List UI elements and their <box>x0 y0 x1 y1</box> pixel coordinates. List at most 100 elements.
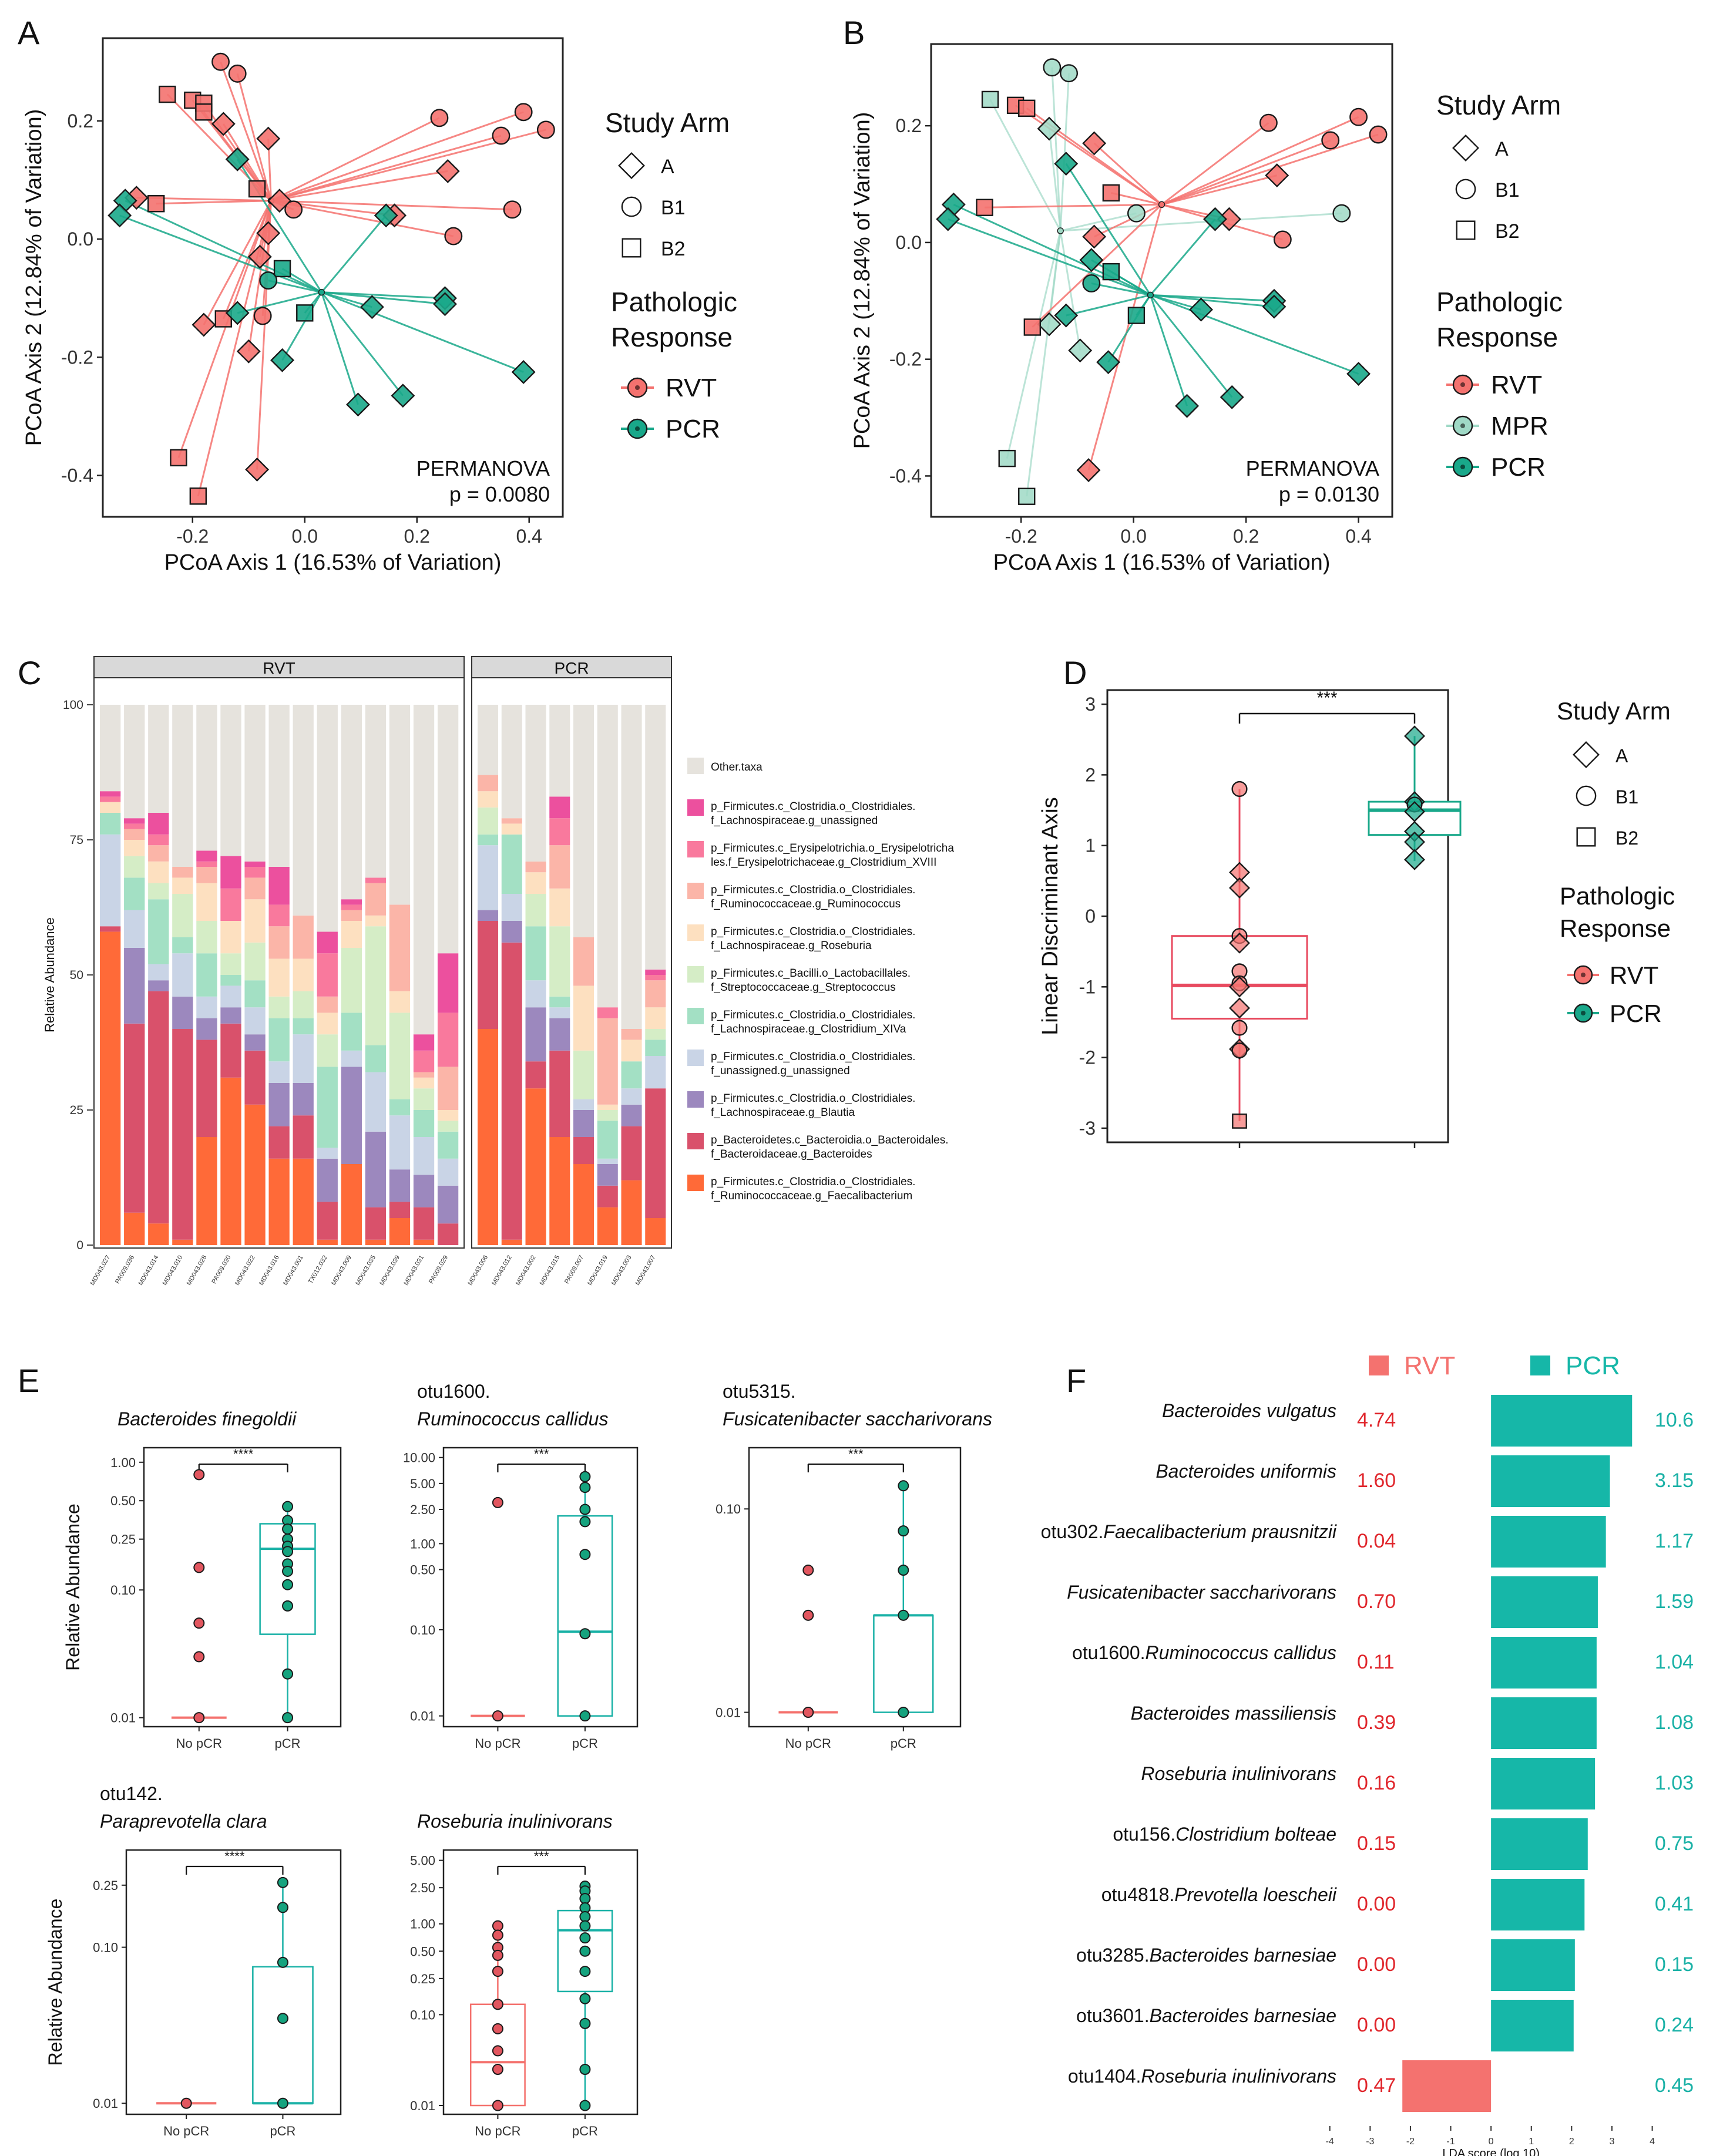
bar-segment <box>100 931 121 1245</box>
sample-label: PA009.030 <box>210 1254 232 1285</box>
sample-point-mpr <box>1037 116 1062 141</box>
bar-segment <box>478 791 499 808</box>
x-tick-label: -2 <box>1406 2137 1415 2147</box>
spider-line <box>271 134 502 202</box>
bar-segment <box>341 921 362 948</box>
bar-segment <box>124 877 145 910</box>
sample-point <box>1231 1042 1248 1059</box>
spider-line <box>1093 142 1163 206</box>
sample-label: MD043.009 <box>330 1254 353 1287</box>
taxon-label: otu302.Faecalibacterium prausnitzii <box>1041 1521 1337 1542</box>
bar-segment <box>549 926 570 997</box>
sample-point-pcr <box>108 203 132 228</box>
sample-point <box>579 2017 591 2029</box>
legend-line-1: p_Firmicutes.c_Clostridia.o_Clostridiale… <box>711 1051 915 1063</box>
sample-point-rvt <box>514 103 533 122</box>
bar-segment <box>621 1126 642 1180</box>
bar-segment <box>413 1110 435 1137</box>
taxon-label: otu1600.Ruminococcus callidus <box>1072 1642 1336 1663</box>
centroid-mpr <box>1057 227 1064 234</box>
legend-line-2: f_unassigned.g_unassigned <box>711 1065 850 1077</box>
bar-segment <box>549 818 570 846</box>
bar-segment <box>478 845 499 910</box>
legend-arm-label-b1: B1 <box>1495 179 1520 201</box>
y-tick-label: 0.01 <box>716 1706 741 1720</box>
y-tick-label: -1 <box>1079 976 1096 997</box>
spider-line <box>1149 294 1188 406</box>
taxon-name: Bacteroides massiliensis <box>1131 1703 1336 1724</box>
sample-point <box>1229 997 1250 1019</box>
sample-label: PA009.029 <box>428 1254 449 1285</box>
bar-segment <box>525 1061 546 1089</box>
rvt-abundance: 4.74 <box>1357 1409 1396 1431</box>
bar-segment-other <box>100 705 121 792</box>
bar-segment <box>341 1050 362 1067</box>
sample-point <box>579 1504 591 1515</box>
bar-segment <box>268 996 290 1018</box>
legend-line-2: f_Ruminococcaceae.g_Faecalibacterium <box>711 1190 912 1202</box>
sample-point-pcr <box>270 348 295 372</box>
rvt-abundance: 0.70 <box>1357 1590 1396 1613</box>
sample-point <box>898 1525 909 1537</box>
sample-point <box>1229 976 1250 998</box>
bar-segment <box>478 921 499 1029</box>
bar-segment <box>268 904 290 927</box>
bar-segment <box>220 985 241 1008</box>
facet-frame <box>93 677 465 1249</box>
y-axis-label: Relative Abundance <box>45 1899 66 2066</box>
legend-swatch <box>687 758 704 774</box>
bar-segment <box>437 1223 459 1245</box>
bar-segment-other <box>244 705 266 862</box>
legend-marker-dot <box>1460 423 1465 428</box>
bar-segment-other <box>172 705 193 867</box>
bar-segment <box>389 1115 411 1170</box>
lda-bar <box>1491 2000 1574 2051</box>
y-tick-label: 0.10 <box>110 1583 136 1597</box>
sample-point <box>802 1707 814 1718</box>
sample-point-rvt <box>435 159 460 183</box>
bar-segment <box>100 926 121 932</box>
spider-line <box>119 214 322 294</box>
panel-label-e: E <box>18 1362 39 1399</box>
bar-segment <box>525 926 546 981</box>
x-tick-label: -0.2 <box>176 526 209 547</box>
bar-segment <box>244 1050 266 1105</box>
bar-segment <box>525 980 546 1008</box>
sample-point <box>898 1609 909 1621</box>
sample-point <box>579 1993 591 2004</box>
bar-segment <box>317 1158 338 1202</box>
sample-point-rvt <box>245 458 270 482</box>
sample-point-rvt <box>267 189 292 213</box>
taxon-prefix: otu1600. <box>1072 1642 1146 1663</box>
sample-point-rvt <box>503 200 522 219</box>
bar-segment <box>365 1207 387 1240</box>
bar-segment <box>389 1013 411 1099</box>
sample-point-pcr <box>273 260 291 278</box>
panel-label-b: B <box>843 14 865 51</box>
bar-segment <box>293 991 314 1018</box>
y-tick-label: 0.10 <box>716 1502 741 1516</box>
legend-arm-marker-b2 <box>1576 827 1596 847</box>
lda-bar <box>1491 1455 1610 1507</box>
spider-line <box>177 200 272 458</box>
legend-swatch-rvt <box>1369 1356 1389 1375</box>
sample-point-pcr <box>259 271 278 290</box>
bar-segment <box>317 1148 338 1159</box>
sample-point <box>579 1966 591 1977</box>
sample-point-rvt <box>430 109 449 127</box>
x-tick-label: 0.2 <box>1233 526 1259 547</box>
plot-frame <box>930 43 1393 518</box>
y-tick-label: -3 <box>1079 1118 1096 1139</box>
centroid-rvt <box>1158 201 1165 208</box>
legend-arm-label-b2: B2 <box>661 238 686 260</box>
bar-segment <box>172 937 193 954</box>
sample-point <box>579 1482 591 1494</box>
sample-point <box>282 1668 294 1680</box>
bar-segment-other <box>220 705 241 856</box>
legend-title-response: Response <box>1560 914 1671 942</box>
bar-segment <box>645 969 666 975</box>
bar-segment <box>293 1034 314 1083</box>
spider-line <box>256 200 272 470</box>
bar-segment <box>365 877 387 883</box>
